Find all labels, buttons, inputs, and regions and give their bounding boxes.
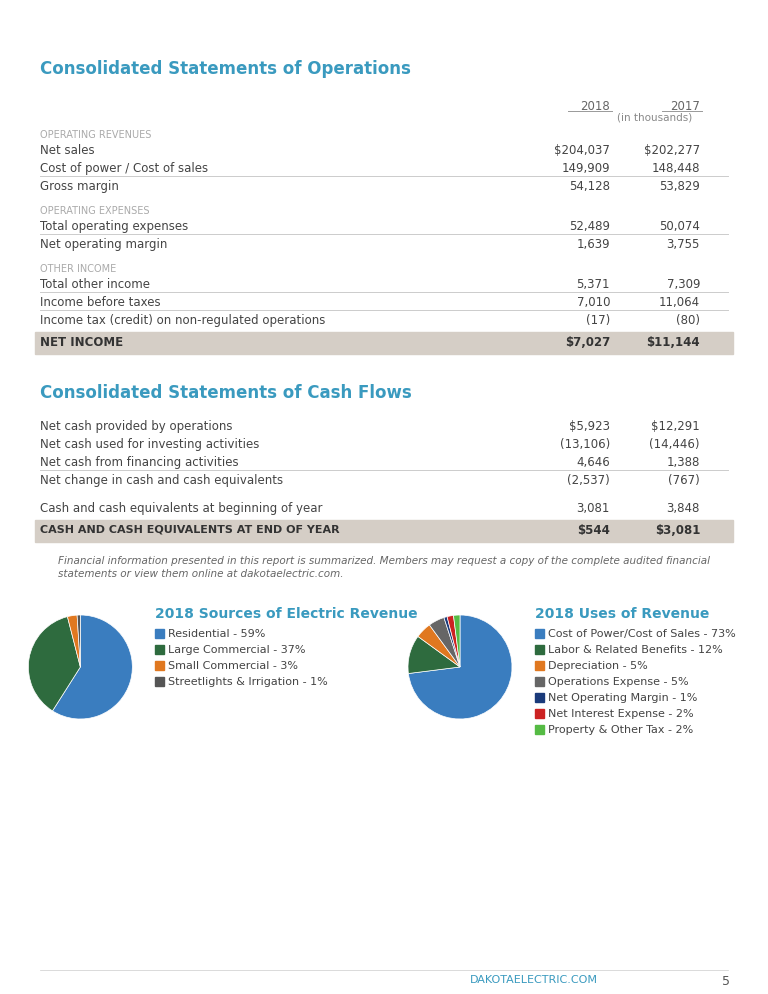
Text: Cost of power / Cost of sales: Cost of power / Cost of sales — [40, 162, 208, 175]
Text: 3,848: 3,848 — [667, 502, 700, 515]
Text: Large Commercial - 37%: Large Commercial - 37% — [168, 645, 306, 655]
Text: $12,291: $12,291 — [651, 420, 700, 433]
Text: 52,489: 52,489 — [569, 220, 610, 233]
Text: Labor & Related Benefits - 12%: Labor & Related Benefits - 12% — [548, 645, 723, 655]
Text: 148,448: 148,448 — [651, 162, 700, 175]
Wedge shape — [444, 616, 460, 667]
Text: 149,909: 149,909 — [561, 162, 610, 175]
Text: Streetlights & Irrigation - 1%: Streetlights & Irrigation - 1% — [168, 677, 328, 687]
Text: 4,646: 4,646 — [576, 456, 610, 469]
Wedge shape — [409, 615, 512, 719]
Bar — [155, 629, 164, 638]
Text: Income before taxes: Income before taxes — [40, 296, 161, 309]
Text: 53,829: 53,829 — [659, 180, 700, 193]
Bar — [535, 661, 544, 670]
Text: Net Interest Expense - 2%: Net Interest Expense - 2% — [548, 709, 694, 719]
Text: 2018: 2018 — [581, 100, 610, 113]
Text: Cost of Power/Cost of Sales - 73%: Cost of Power/Cost of Sales - 73% — [548, 629, 736, 639]
Text: 1,388: 1,388 — [667, 456, 700, 469]
Bar — [155, 677, 164, 686]
Text: 54,128: 54,128 — [569, 180, 610, 193]
Text: Cash and cash equivalents at beginning of year: Cash and cash equivalents at beginning o… — [40, 502, 323, 515]
Text: $7,027: $7,027 — [564, 336, 610, 349]
Wedge shape — [77, 615, 81, 667]
Text: Property & Other Tax - 2%: Property & Other Tax - 2% — [548, 725, 694, 735]
Text: 3,081: 3,081 — [577, 502, 610, 515]
Text: statements or view them online at dakotaelectric.com.: statements or view them online at dakota… — [58, 569, 343, 579]
Text: (13,106): (13,106) — [560, 438, 610, 451]
Text: 3,755: 3,755 — [667, 238, 700, 251]
Text: 1,639: 1,639 — [576, 238, 610, 251]
Text: Total operating expenses: Total operating expenses — [40, 220, 188, 233]
Text: $11,144: $11,144 — [647, 336, 700, 349]
Bar — [535, 709, 544, 718]
Text: Gross margin: Gross margin — [40, 180, 119, 193]
Text: 7,010: 7,010 — [577, 296, 610, 309]
Bar — [535, 725, 544, 734]
Wedge shape — [453, 615, 460, 667]
Text: Consolidated Statements of Cash Flows: Consolidated Statements of Cash Flows — [40, 384, 412, 402]
Bar — [535, 629, 544, 638]
Text: OPERATING EXPENSES: OPERATING EXPENSES — [40, 206, 150, 216]
Text: Net Operating Margin - 1%: Net Operating Margin - 1% — [548, 693, 697, 703]
Wedge shape — [447, 615, 460, 667]
Text: (767): (767) — [668, 474, 700, 487]
Text: Net operating margin: Net operating margin — [40, 238, 167, 251]
Wedge shape — [418, 625, 460, 667]
Bar — [535, 693, 544, 702]
Text: Small Commercial - 3%: Small Commercial - 3% — [168, 661, 298, 671]
Text: Operations Expense - 5%: Operations Expense - 5% — [548, 677, 689, 687]
Text: Net cash used for investing activities: Net cash used for investing activities — [40, 438, 260, 451]
Bar — [35, 332, 733, 354]
Text: OTHER INCOME: OTHER INCOME — [40, 264, 116, 274]
Text: Consolidated Statements of Operations: Consolidated Statements of Operations — [40, 60, 411, 78]
Text: 2017: 2017 — [670, 100, 700, 113]
Text: DAKOTAELECTRIC.COM: DAKOTAELECTRIC.COM — [470, 975, 598, 985]
Text: 5: 5 — [722, 975, 730, 988]
Bar — [155, 661, 164, 670]
Bar — [155, 645, 164, 654]
Bar — [535, 677, 544, 686]
Text: (14,446): (14,446) — [650, 438, 700, 451]
Text: $204,037: $204,037 — [554, 144, 610, 157]
Text: 7,309: 7,309 — [667, 278, 700, 291]
Text: $544: $544 — [577, 524, 610, 537]
Wedge shape — [408, 636, 460, 674]
Text: Income tax (credit) on non-regulated operations: Income tax (credit) on non-regulated ope… — [40, 314, 326, 327]
Text: Net cash provided by operations: Net cash provided by operations — [40, 420, 233, 433]
Text: Total other income: Total other income — [40, 278, 150, 291]
Wedge shape — [52, 615, 132, 719]
Text: (2,537): (2,537) — [568, 474, 610, 487]
Text: Financial information presented in this report is summarized. Members may reques: Financial information presented in this … — [58, 556, 710, 566]
Text: CASH AND CASH EQUIVALENTS AT END OF YEAR: CASH AND CASH EQUIVALENTS AT END OF YEAR — [40, 524, 339, 534]
Wedge shape — [68, 615, 81, 667]
Text: $5,923: $5,923 — [569, 420, 610, 433]
Text: 2018 Uses of Revenue: 2018 Uses of Revenue — [535, 607, 710, 621]
Text: 50,074: 50,074 — [659, 220, 700, 233]
Wedge shape — [429, 617, 460, 667]
Text: OPERATING REVENUES: OPERATING REVENUES — [40, 130, 151, 140]
Text: Net change in cash and cash equivalents: Net change in cash and cash equivalents — [40, 474, 283, 487]
Bar — [35, 520, 733, 542]
Text: 11,064: 11,064 — [659, 296, 700, 309]
Text: $202,277: $202,277 — [644, 144, 700, 157]
Wedge shape — [28, 616, 81, 711]
Text: (80): (80) — [676, 314, 700, 327]
Text: 5,371: 5,371 — [577, 278, 610, 291]
Text: NET INCOME: NET INCOME — [40, 336, 123, 349]
Text: Depreciation - 5%: Depreciation - 5% — [548, 661, 647, 671]
Text: Residential - 59%: Residential - 59% — [168, 629, 266, 639]
Text: (17): (17) — [586, 314, 610, 327]
Text: 2018 Sources of Electric Revenue: 2018 Sources of Electric Revenue — [155, 607, 418, 621]
Bar — [535, 645, 544, 654]
Text: Net cash from financing activities: Net cash from financing activities — [40, 456, 239, 469]
Text: $3,081: $3,081 — [654, 524, 700, 537]
Text: (in thousands): (in thousands) — [617, 113, 693, 123]
Text: Net sales: Net sales — [40, 144, 94, 157]
